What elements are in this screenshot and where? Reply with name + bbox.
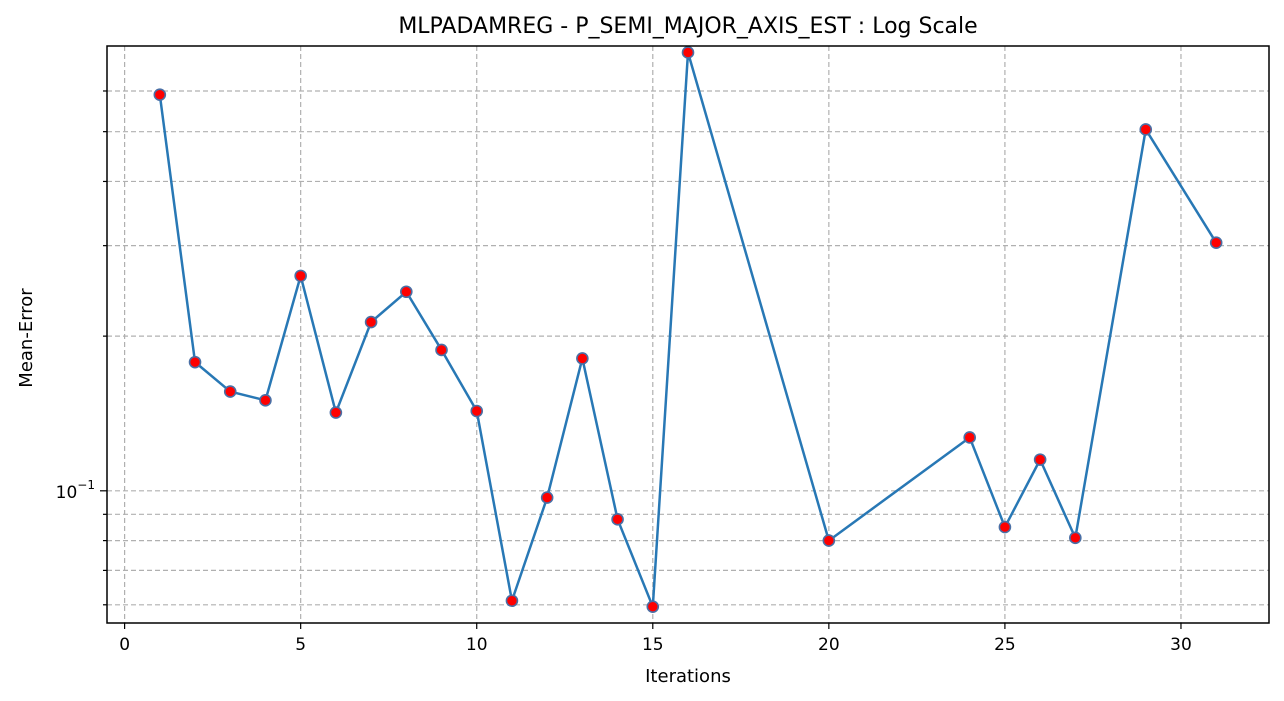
plot-frame: [106, 45, 1270, 624]
data-point: [1139, 123, 1153, 136]
y-axis-ticks: 10−1: [56, 90, 107, 606]
y-axis-label: Mean-Error: [16, 288, 37, 388]
x-axis-ticks: 0 5 10 15 20 25 30: [119, 623, 1192, 655]
data-point: [822, 534, 836, 547]
data-point: [188, 355, 202, 369]
x-tick-label: 30: [1170, 635, 1192, 655]
data-point: [153, 88, 167, 102]
data-point: [998, 520, 1012, 534]
data-point: [646, 600, 660, 613]
series-line: [158, 51, 1218, 608]
data-point: [329, 406, 343, 419]
data-point: [540, 491, 554, 504]
chart-title: MLPADAMREG - P_SEMI_MAJOR_AXIS_EST : Log…: [398, 14, 977, 39]
data-point: [1209, 236, 1223, 250]
data-point: [400, 285, 413, 299]
data-point: [294, 269, 307, 283]
data-point: [576, 352, 589, 365]
data-point: [435, 343, 448, 357]
data-point: [1033, 453, 1047, 466]
data-point: [505, 594, 519, 608]
data-point: [611, 513, 624, 526]
x-tick-label: 20: [818, 635, 840, 655]
x-tick-label: 15: [642, 635, 664, 655]
data-series: [153, 46, 1223, 613]
data-point: [259, 394, 272, 407]
x-tick-label: 25: [994, 635, 1016, 655]
data-point: [470, 404, 484, 418]
data-point: [681, 46, 695, 59]
data-point: [223, 385, 237, 398]
data-point: [963, 431, 976, 444]
data-point: [364, 315, 378, 329]
x-tick-label: 10: [466, 635, 488, 655]
y-tick-label: 10−1: [56, 478, 95, 503]
x-axis-label: Iterations: [645, 666, 731, 687]
x-tick-label: 5: [295, 635, 306, 655]
x-tick-label: 0: [119, 635, 130, 655]
grid-lines: [107, 46, 1269, 623]
data-point: [1069, 531, 1082, 545]
